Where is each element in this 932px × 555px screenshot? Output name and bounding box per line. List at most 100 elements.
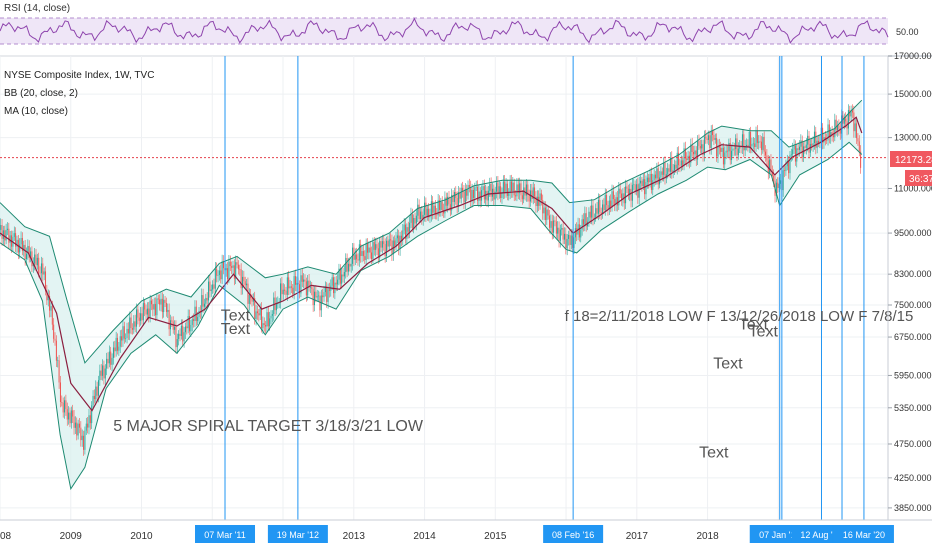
candle-body xyxy=(178,333,180,340)
candle-body xyxy=(779,180,781,184)
candle-body xyxy=(220,270,222,280)
candle-body xyxy=(339,268,341,284)
candle-body xyxy=(57,360,59,361)
marker-date-tags: 07 Mar '11 19 Mar '12 08 Feb '16 07 Jan '19… xyxy=(195,525,894,543)
candle-body xyxy=(395,238,397,246)
candle-body xyxy=(525,184,527,196)
candle-body xyxy=(625,186,627,204)
rsi-pane: RSI (14, close) 50.00 xyxy=(0,3,919,45)
candle-body xyxy=(815,131,817,148)
candle-body xyxy=(437,200,439,216)
candle-body xyxy=(315,291,317,298)
candle-body xyxy=(451,194,453,211)
candle-body xyxy=(69,412,71,424)
candle-body xyxy=(293,276,295,295)
candle-body xyxy=(117,337,119,351)
candle-body xyxy=(517,184,519,194)
candle-body xyxy=(843,118,845,124)
candle-body xyxy=(699,146,701,149)
candle-body xyxy=(477,186,479,201)
candle-body xyxy=(271,314,273,316)
y-tick-label: 6750.000 xyxy=(894,332,932,342)
candle-body xyxy=(479,191,481,201)
candle-body xyxy=(235,262,237,279)
candle-body xyxy=(626,186,628,189)
annotation-text: 5 MAJOR SPIRAL TARGET 3/18/3/21 LOW xyxy=(113,418,424,435)
bollinger-upper-line xyxy=(0,99,863,364)
candle-body xyxy=(712,131,714,136)
candle-body xyxy=(790,154,792,156)
candle-body xyxy=(61,401,63,403)
marker-date-tag xyxy=(195,525,256,543)
candle-body xyxy=(486,190,488,201)
candle-body xyxy=(141,313,143,321)
candle-body xyxy=(578,224,580,238)
candle-body xyxy=(241,276,243,289)
candle-body xyxy=(138,317,140,321)
candle-body xyxy=(171,320,173,322)
candle-body xyxy=(13,233,15,237)
candle-body xyxy=(707,135,709,140)
candle-body xyxy=(316,296,318,298)
candle-body xyxy=(368,247,370,253)
candle-body xyxy=(127,328,129,334)
candle-body xyxy=(693,151,695,155)
candle-body xyxy=(259,308,261,316)
candle-body xyxy=(456,197,458,207)
y-tick-label: 17000.000 xyxy=(894,51,932,61)
candle-body xyxy=(811,143,813,146)
candle-body xyxy=(35,254,37,266)
candle-body xyxy=(62,402,64,413)
candle-body xyxy=(566,238,568,249)
candle-body xyxy=(328,289,330,291)
candle-body xyxy=(111,357,113,365)
candle-body xyxy=(296,282,298,285)
candle-body xyxy=(206,297,208,301)
candle-body xyxy=(789,154,791,174)
candle-body xyxy=(838,125,840,129)
candle-body xyxy=(698,141,700,147)
candle-body xyxy=(342,274,344,277)
candle-body xyxy=(375,244,377,250)
candle-body xyxy=(686,158,688,161)
candle-body xyxy=(648,177,650,183)
candle-body xyxy=(156,298,158,316)
candle-body xyxy=(104,368,106,379)
candle-body xyxy=(347,263,349,272)
bollinger-lower-line xyxy=(0,141,863,491)
candle-body xyxy=(422,214,424,220)
candle-body xyxy=(193,319,195,321)
candle-body xyxy=(426,208,428,216)
candle-body xyxy=(606,195,608,206)
candle-body xyxy=(743,134,745,151)
candle-body xyxy=(155,303,157,316)
candle-body xyxy=(407,227,409,232)
candle-body xyxy=(849,110,851,117)
candle-body xyxy=(728,142,730,152)
candle-body xyxy=(534,187,536,197)
candle-body xyxy=(660,171,662,178)
candle-body xyxy=(32,263,34,267)
candle-body xyxy=(574,228,576,238)
candle-body xyxy=(634,184,636,191)
candle-body xyxy=(417,204,419,216)
candle-body xyxy=(391,240,393,255)
candle-body xyxy=(678,152,680,166)
candle-body xyxy=(459,192,461,199)
x-tick-label: 2009 xyxy=(60,531,83,542)
candle-body xyxy=(46,291,48,301)
candle-body xyxy=(585,213,587,227)
candle-body xyxy=(676,152,678,169)
candle-body xyxy=(267,312,269,327)
candle-body xyxy=(746,144,748,147)
candle-body xyxy=(771,171,773,176)
candle-body xyxy=(377,248,379,258)
candle-body xyxy=(148,308,150,318)
candle-body xyxy=(169,320,171,330)
candle-body xyxy=(42,263,44,275)
candle-body xyxy=(558,227,560,241)
y-tick-label: 8300.000 xyxy=(894,269,932,279)
candle-body xyxy=(186,326,188,329)
candle-body xyxy=(472,189,474,199)
